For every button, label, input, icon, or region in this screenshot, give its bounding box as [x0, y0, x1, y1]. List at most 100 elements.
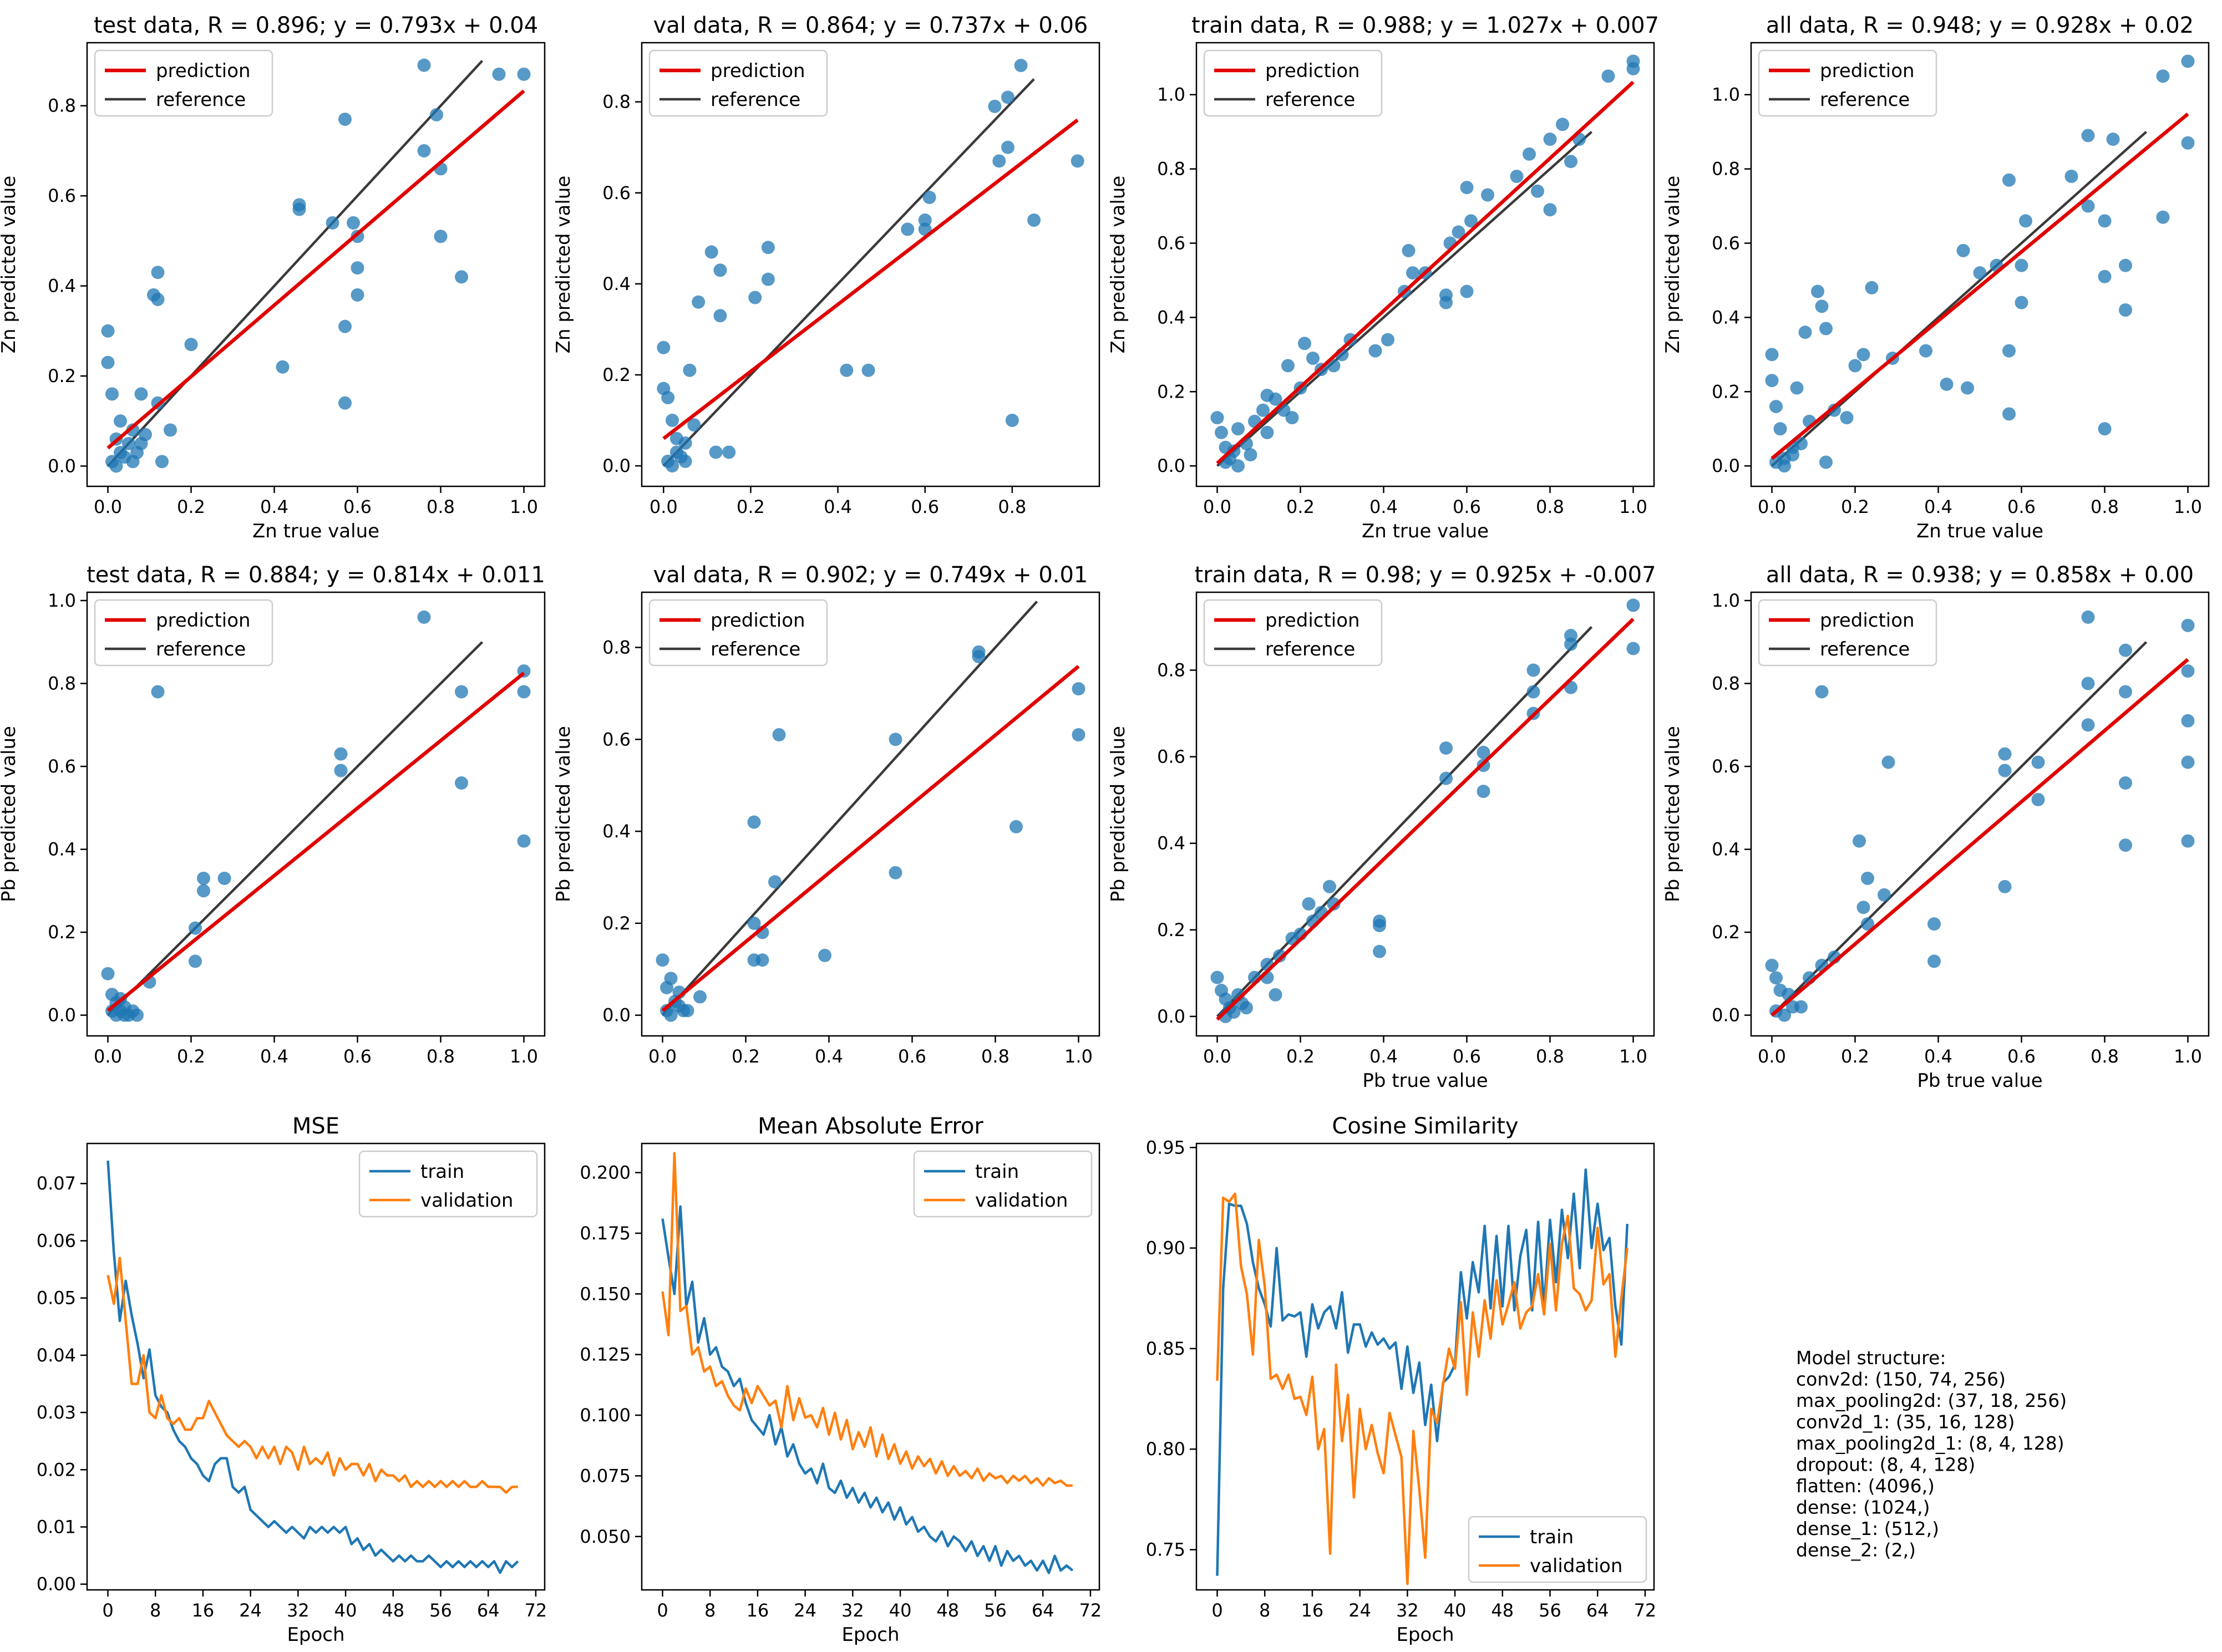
- prediction-line: [1216, 618, 1635, 1021]
- chart-title: val data, R = 0.902; y = 0.749x + 0.01: [653, 562, 1088, 588]
- scatter-point: [2019, 214, 2032, 228]
- scatter-point: [101, 355, 115, 369]
- scatter-point: [1848, 359, 1862, 373]
- scatter-point: [1526, 685, 1540, 699]
- x-tick-label: 40: [1444, 1600, 1467, 1621]
- model-layer-line: max_pooling2d: (37, 18, 256): [1796, 1390, 2067, 1411]
- scatter-point: [455, 685, 468, 699]
- x-tick-label: 0.6: [1453, 496, 1481, 517]
- scatter-point: [338, 113, 352, 126]
- model-layer-line: dense_1: (512,): [1796, 1518, 1939, 1539]
- y-tick-label: 0.6: [1157, 233, 1185, 254]
- legend: prediction reference: [648, 599, 828, 667]
- x-tick-label: 24: [1348, 1600, 1371, 1621]
- scatter-point: [1460, 181, 1474, 195]
- plot-area: [1210, 598, 1640, 1023]
- x-tick-label: 24: [239, 1600, 262, 1621]
- legend-label: reference: [1820, 638, 1910, 660]
- scatter-point: [1215, 425, 1228, 439]
- chart-title: all data, R = 0.948; y = 0.928x + 0.02: [1766, 13, 2194, 38]
- scatter-point: [1798, 326, 1812, 339]
- scatter-point: [918, 214, 932, 227]
- prediction-line: [1771, 113, 2189, 460]
- scatter-point: [292, 202, 306, 216]
- scatter-point: [1828, 403, 1841, 417]
- scatter-point: [2002, 173, 2016, 187]
- scatter-point: [972, 650, 986, 664]
- chart-mae: 0 8 16 24 32 40 48 56 64 72 0.050 0.075 0.100 0.125 0.…: [580, 1114, 1102, 1646]
- x-tick-label: 0.4: [1369, 496, 1398, 517]
- scatter-point: [1564, 637, 1577, 651]
- scatter-point: [818, 948, 831, 962]
- reference-line: [106, 59, 484, 467]
- y-tick-label: 0.07: [37, 1173, 76, 1194]
- legend-label: reference: [156, 638, 246, 660]
- x-tick-label: 0: [657, 1600, 668, 1621]
- scatter-point: [334, 764, 348, 777]
- legend-label: validation: [420, 1190, 513, 1212]
- legend-label: reference: [156, 89, 246, 111]
- scatter-point: [1001, 90, 1014, 104]
- scatter-point: [988, 99, 1002, 113]
- scatter-point: [1865, 281, 1879, 294]
- scatter-point: [761, 241, 775, 255]
- y-axis-label: Pb predicted value: [552, 726, 575, 902]
- plot-area: [661, 1152, 1074, 1574]
- scatter-point: [1260, 425, 1274, 439]
- x-tick-label: 0.8: [427, 496, 455, 517]
- scatter-point: [1381, 333, 1394, 347]
- scatter-point: [1001, 140, 1014, 154]
- x-tick-label: 64: [1032, 1600, 1054, 1621]
- y-axis-label: Pb predicted value: [1662, 726, 1684, 902]
- y-tick-label: 0.075: [580, 1465, 631, 1486]
- axes-frame: [1195, 42, 1655, 487]
- x-tick-label: 0.6: [911, 496, 939, 517]
- chart-title: test data, R = 0.884; y = 0.814x + 0.011: [87, 562, 545, 588]
- axes-frame: [1750, 42, 2210, 487]
- y-tick-label: 0.04: [37, 1345, 76, 1366]
- x-tick-label: 24: [794, 1600, 816, 1621]
- scatter-point: [184, 338, 198, 352]
- series-line-validation: [661, 1152, 1073, 1487]
- legend-label: reference: [1820, 89, 1910, 111]
- y-tick-label: 0.0: [602, 1005, 631, 1026]
- scatter-point: [840, 363, 854, 377]
- scatter-point: [713, 263, 727, 277]
- scatter-point: [1327, 359, 1341, 373]
- scatter-point: [2156, 210, 2170, 224]
- reference-line: [661, 601, 1038, 1016]
- y-tick-label: 0.200: [580, 1162, 631, 1183]
- scatter-point: [1439, 771, 1453, 785]
- x-tick-label: 1.0: [2174, 496, 2202, 517]
- x-tick-label: 1.0: [1064, 1046, 1093, 1067]
- scatter-point: [1819, 322, 1833, 336]
- y-axis-label: Zn predicted value: [0, 176, 20, 354]
- y-tick-label: 0.6: [1712, 233, 1740, 254]
- y-tick-label: 0.175: [580, 1223, 631, 1244]
- scatter-point: [1298, 337, 1311, 350]
- x-tick-label: 32: [287, 1600, 310, 1621]
- scatter-point: [713, 309, 727, 323]
- scatter-point: [2181, 755, 2195, 769]
- x-tick-label: 0.0: [1758, 1046, 1786, 1067]
- scatter-point: [2119, 838, 2132, 852]
- x-axis-label: Zn true value: [1916, 520, 2043, 542]
- x-tick-label: 0.8: [427, 1046, 455, 1067]
- scatter-point: [1973, 266, 1987, 280]
- y-tick-label: 0.2: [1157, 919, 1185, 941]
- chart-title: train data, R = 0.988; y = 1.027x + 0.00…: [1191, 13, 1659, 38]
- scatter-point: [151, 292, 165, 306]
- y-axis-label: Pb predicted value: [0, 726, 20, 902]
- x-tick-label: 0.4: [1924, 496, 1952, 517]
- scatter-point: [1626, 642, 1640, 655]
- reference-line: [106, 641, 484, 1016]
- scatter-point: [666, 414, 679, 428]
- chart-title: Mean Absolute Error: [758, 1114, 983, 1139]
- scatter-point: [2119, 643, 2132, 657]
- scatter-point: [755, 953, 769, 967]
- y-tick-label: 0.6: [1712, 756, 1740, 777]
- scatter-point: [1856, 348, 1870, 362]
- scatter-point: [678, 436, 692, 450]
- series-line-train: [661, 1205, 1074, 1574]
- y-tick-label: 0.4: [1157, 833, 1185, 854]
